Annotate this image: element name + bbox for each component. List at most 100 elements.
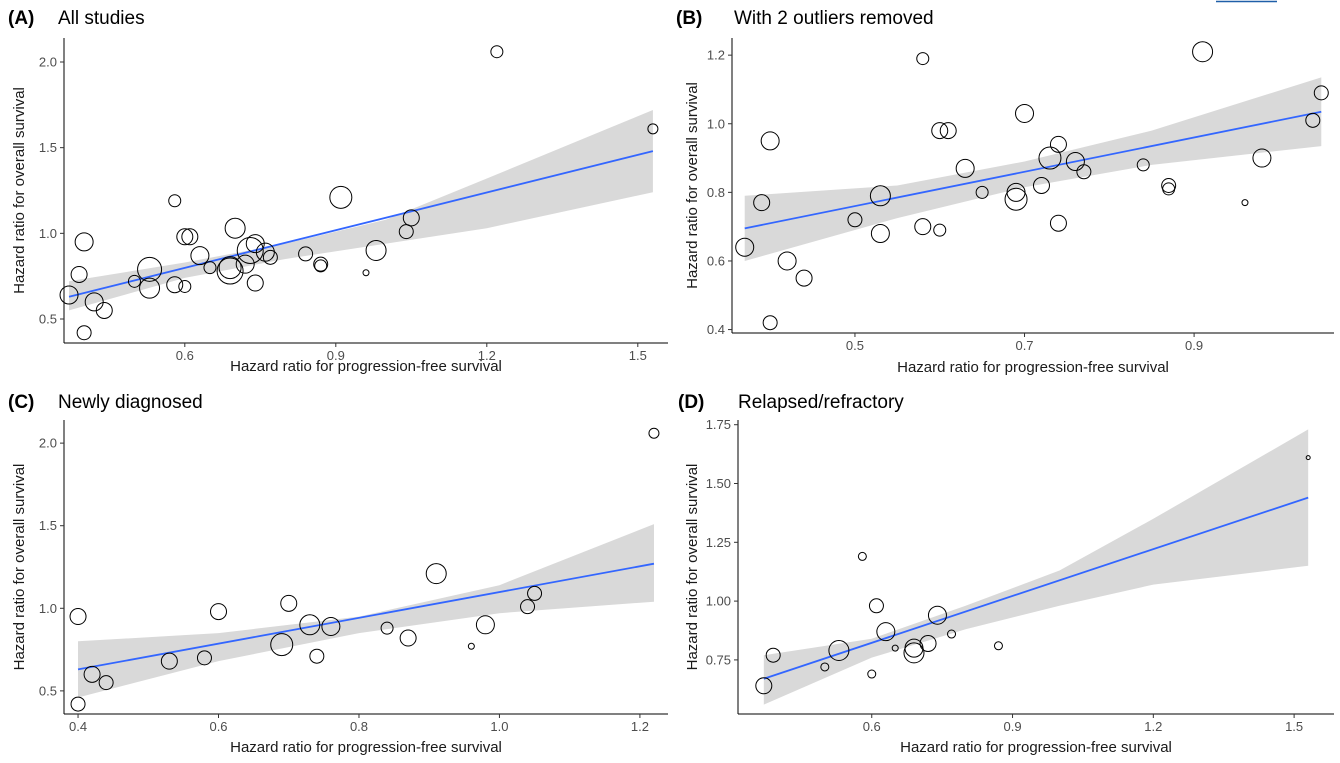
data-point (236, 236, 264, 264)
data-point (931, 122, 949, 140)
data-point (755, 677, 773, 695)
data-point (178, 279, 192, 293)
confidence-band (78, 524, 654, 698)
data-point (168, 194, 182, 208)
x-tick-label: 0.6 (863, 719, 881, 734)
x-axis-label: Hazard ratio for progression-free surviv… (897, 359, 1169, 376)
data-point (76, 325, 92, 341)
data-point (1161, 178, 1177, 193)
data-point (74, 232, 94, 252)
data-point (70, 696, 86, 712)
y-tick-label: 1.00 (706, 594, 731, 609)
data-point (903, 642, 925, 664)
data-point (857, 551, 867, 561)
data-point (216, 257, 244, 285)
y-axis-label: Hazard ratio for overall survival (11, 87, 28, 294)
y-tick-label: 2.0 (39, 436, 57, 451)
y-tick-label: 1.50 (706, 476, 731, 491)
y-axis-label: Hazard ratio for overall survival (684, 464, 701, 671)
y-tick-label: 0.6 (707, 253, 725, 268)
x-tick-label: 1.5 (1285, 719, 1303, 734)
data-point (490, 45, 504, 59)
x-tick-label: 1.2 (1144, 719, 1162, 734)
data-point (939, 122, 957, 140)
regression-line (744, 110, 1322, 230)
y-tick-label: 0.8 (707, 185, 725, 200)
y-axis-label: Hazard ratio for overall survival (684, 82, 701, 289)
x-tick-label: 0.6 (176, 348, 194, 363)
x-tick-label: 1.5 (629, 348, 647, 363)
x-tick-label: 0.9 (327, 348, 345, 363)
data-point (916, 52, 930, 66)
data-point (1049, 135, 1067, 153)
x-tick-label: 0.9 (1185, 338, 1203, 353)
panel-title: Relapsed/refractory (738, 392, 904, 413)
data-point (329, 185, 353, 209)
data-point (270, 633, 294, 657)
x-tick-label: 0.9 (1003, 719, 1021, 734)
data-point (362, 269, 370, 277)
data-point (181, 228, 199, 246)
data-point (399, 629, 417, 647)
data-point (1241, 199, 1249, 207)
data-point (314, 259, 328, 273)
data-point (210, 603, 228, 621)
data-point (203, 261, 217, 275)
x-tick-label: 0.6 (209, 719, 227, 734)
data-point (467, 642, 475, 650)
data-point (235, 254, 255, 274)
data-point (777, 251, 797, 271)
data-point (753, 194, 771, 212)
data-point (224, 217, 246, 239)
regression-line (68, 150, 654, 298)
y-tick-label: 0.5 (39, 312, 57, 327)
data-point (933, 223, 947, 237)
data-point (69, 608, 87, 626)
y-tick-label: 1.75 (706, 417, 731, 432)
confidence-band (69, 110, 653, 311)
data-point (59, 285, 79, 305)
data-point (975, 185, 989, 199)
panel-c: 0.4 0.6 0.8 1.0 1.2 0.5 1.0 1.5 2.0 (C) Newly diag… (8, 392, 668, 756)
panel-label: (D) (678, 392, 704, 413)
x-tick-label: 1.0 (490, 719, 508, 734)
data-point (139, 277, 161, 299)
data-point (313, 256, 329, 272)
data-point (760, 131, 780, 151)
data-point (262, 249, 278, 265)
data-point (735, 237, 755, 257)
data-point (955, 158, 975, 178)
x-tick-label: 0.4 (69, 719, 87, 734)
data-point (1313, 85, 1329, 101)
data-point (299, 614, 321, 636)
data-point (380, 621, 394, 635)
y-tick-label: 1.5 (39, 140, 57, 155)
y-axis-label: Hazard ratio for overall survival (11, 464, 28, 671)
data-point (891, 644, 899, 652)
x-tick-label: 0.5 (846, 338, 864, 353)
y-tick-label: 1.2 (707, 48, 725, 63)
data-point (309, 648, 325, 664)
panel-title: All studies (58, 8, 145, 29)
data-point (280, 594, 298, 612)
panel-label: (B) (676, 8, 702, 29)
data-point (83, 665, 101, 683)
data-point (246, 274, 264, 292)
y-tick-label: 1.5 (39, 518, 57, 533)
data-point (1015, 103, 1035, 123)
panel-b: 0.5 0.7 0.9 0.4 0.6 0.8 1.0 1.2 (B) With 2 outlie… (676, 8, 1334, 376)
y-tick-label: 1.0 (39, 601, 57, 616)
panel-d: 0.6 0.9 1.2 1.5 0.75 1.00 1.25 1.50 1.75(D) Relap… (678, 392, 1334, 756)
y-tick-label: 0.4 (707, 322, 725, 337)
data-point (84, 292, 104, 312)
data-point (127, 274, 141, 288)
data-point (795, 269, 813, 287)
data-point (1076, 164, 1092, 180)
data-point (98, 675, 114, 691)
panel-title: Newly diagnosed (58, 392, 203, 413)
data-point (475, 615, 495, 635)
data-point (425, 563, 447, 585)
data-point (95, 301, 113, 319)
x-axis-label: Hazard ratio for progression-free surviv… (900, 739, 1172, 756)
data-point (365, 239, 387, 261)
